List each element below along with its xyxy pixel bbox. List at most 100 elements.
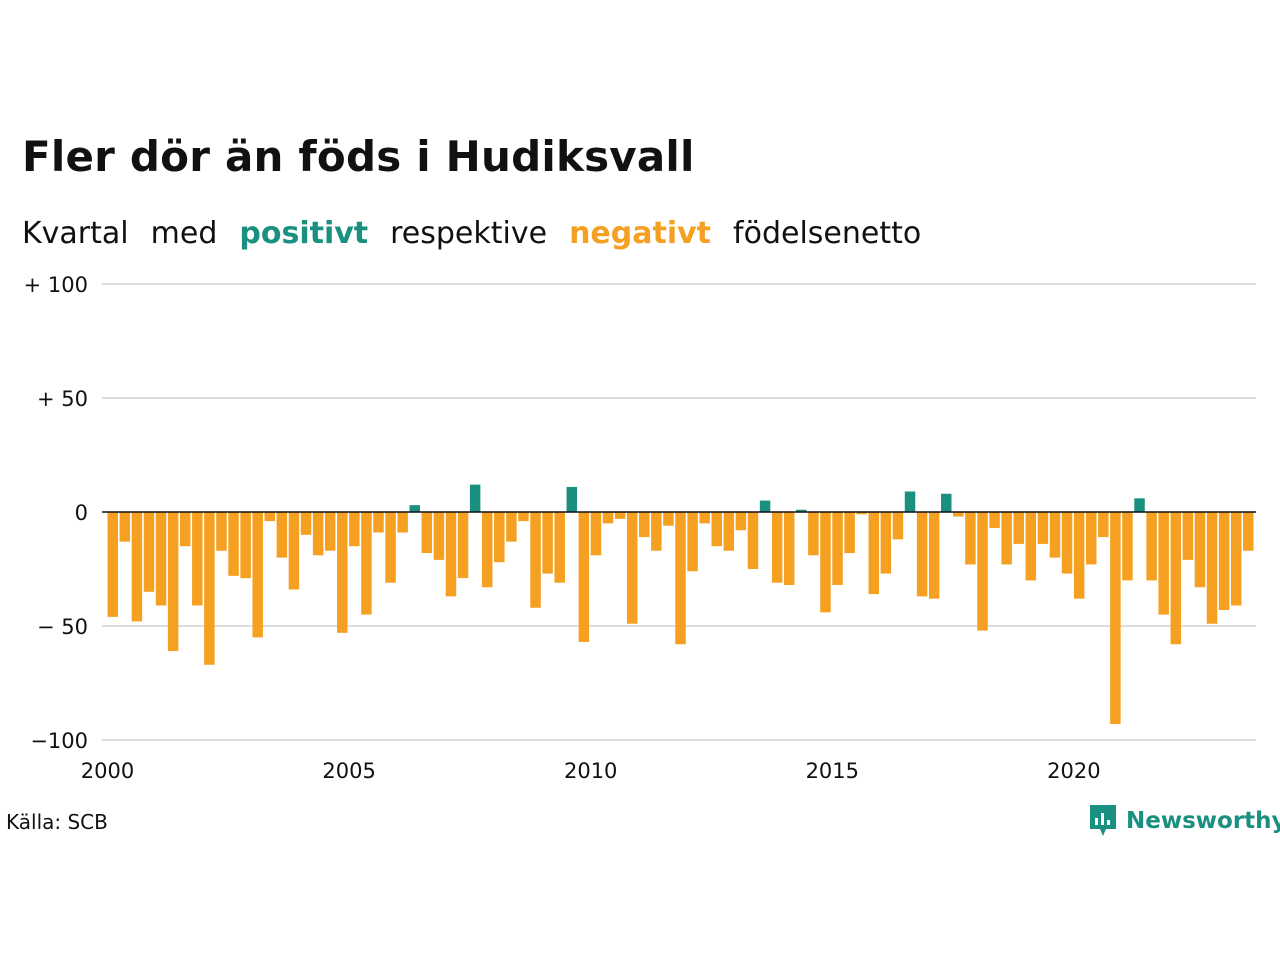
data-bar bbox=[264, 512, 276, 522]
y-tick-label: −100 bbox=[30, 729, 88, 753]
data-bar bbox=[566, 486, 578, 512]
data-bar bbox=[578, 512, 590, 642]
data-bar bbox=[179, 512, 191, 547]
x-tick-label: 2020 bbox=[1047, 759, 1100, 783]
data-bar bbox=[880, 512, 892, 574]
data-bar bbox=[204, 512, 215, 665]
data-bar bbox=[409, 505, 420, 512]
data-bar bbox=[808, 512, 819, 556]
data-bar bbox=[651, 512, 662, 551]
data-bar bbox=[1013, 512, 1024, 544]
data-bar bbox=[941, 493, 952, 512]
data-bar bbox=[820, 512, 831, 613]
bar-chart: + 100 + 50 0 − 50 −100 2000 2005 2010 2015 2020 bbox=[24, 273, 1256, 783]
data-bar bbox=[699, 512, 710, 524]
data-bar bbox=[554, 512, 565, 583]
data-bar bbox=[977, 512, 988, 631]
subtitle-word: respektive bbox=[390, 216, 548, 251]
x-tick-label: 2010 bbox=[564, 759, 617, 783]
data-bar bbox=[953, 512, 964, 517]
data-bar bbox=[349, 512, 360, 547]
data-bar bbox=[965, 512, 976, 565]
data-bar bbox=[276, 512, 288, 558]
data-bar bbox=[783, 512, 795, 585]
data-bar bbox=[506, 512, 517, 542]
data-bar bbox=[494, 512, 505, 563]
data-bar bbox=[530, 512, 541, 608]
data-bar bbox=[288, 512, 300, 590]
data-bar bbox=[1037, 512, 1049, 544]
data-bar bbox=[518, 512, 529, 522]
data-bar bbox=[143, 512, 155, 592]
data-bar bbox=[421, 512, 433, 554]
data-bar bbox=[614, 512, 626, 519]
chart-title: Fler dör än föds i Hudiksvall bbox=[22, 132, 695, 181]
data-bar bbox=[1073, 512, 1085, 599]
data-bar bbox=[892, 512, 904, 540]
y-tick-label: + 100 bbox=[24, 273, 88, 297]
data-bar bbox=[240, 512, 251, 579]
data-bar bbox=[542, 512, 553, 574]
data-bar bbox=[373, 512, 384, 533]
brand-name: Newsworthy bbox=[1126, 808, 1280, 834]
data-bar bbox=[1182, 512, 1194, 560]
data-bar bbox=[312, 512, 324, 556]
chart-subtitle: Kvartal med positivt respektive negativt föde… bbox=[22, 216, 943, 251]
source-note: Källa: SCB bbox=[6, 810, 108, 834]
data-bar bbox=[1122, 512, 1133, 581]
data-bar bbox=[385, 512, 396, 583]
x-tick-label: 2000 bbox=[81, 759, 134, 783]
data-bar bbox=[590, 512, 602, 556]
data-bar bbox=[711, 512, 722, 547]
data-bar bbox=[1001, 512, 1012, 565]
data-bar bbox=[626, 512, 638, 624]
data-bar bbox=[759, 500, 771, 512]
data-bar bbox=[989, 512, 1000, 528]
data-bar bbox=[687, 512, 698, 572]
data-bar bbox=[1146, 512, 1157, 581]
data-bar bbox=[300, 512, 312, 535]
data-bar bbox=[1049, 512, 1061, 558]
data-bar bbox=[916, 512, 928, 597]
data-bar bbox=[1110, 512, 1121, 725]
data-bar bbox=[844, 512, 855, 554]
data-bar bbox=[796, 509, 807, 512]
data-bar bbox=[639, 512, 650, 538]
data-bar bbox=[445, 512, 457, 597]
data-bar bbox=[155, 512, 167, 606]
data-bar bbox=[856, 512, 867, 515]
x-tick-label: 2005 bbox=[322, 759, 375, 783]
data-bar bbox=[747, 512, 759, 569]
y-tick-label: 0 bbox=[75, 501, 88, 525]
data-bar bbox=[119, 512, 131, 542]
data-bar bbox=[324, 512, 336, 551]
y-tick-label: + 50 bbox=[37, 387, 88, 411]
data-bar bbox=[469, 484, 481, 512]
x-tick-label: 2015 bbox=[806, 759, 859, 783]
data-bar bbox=[228, 512, 239, 576]
newsworthy-logo: Newsworthy bbox=[1088, 803, 1280, 839]
data-bar bbox=[1243, 512, 1254, 551]
data-bar bbox=[216, 512, 227, 551]
data-bar bbox=[1025, 512, 1037, 581]
subtitle-word: Kvartal bbox=[22, 216, 129, 251]
data-bar bbox=[1170, 512, 1182, 645]
data-bar bbox=[1061, 512, 1073, 574]
data-bar bbox=[868, 512, 880, 595]
data-bar bbox=[397, 512, 408, 533]
data-bar bbox=[928, 512, 940, 599]
data-bar bbox=[1194, 512, 1206, 588]
data-bar bbox=[675, 512, 686, 645]
data-bar bbox=[107, 512, 118, 617]
data-bar bbox=[1134, 498, 1145, 512]
data-bar bbox=[361, 512, 372, 615]
data-bar bbox=[735, 512, 747, 531]
subtitle-word: med bbox=[150, 216, 218, 251]
data-bar bbox=[131, 512, 143, 622]
data-bar bbox=[771, 512, 783, 583]
data-bar bbox=[192, 512, 203, 606]
data-bar bbox=[1230, 512, 1242, 606]
data-bar bbox=[723, 512, 735, 551]
subtitle-negative-label: negativt bbox=[569, 216, 712, 251]
data-bar bbox=[602, 512, 614, 524]
